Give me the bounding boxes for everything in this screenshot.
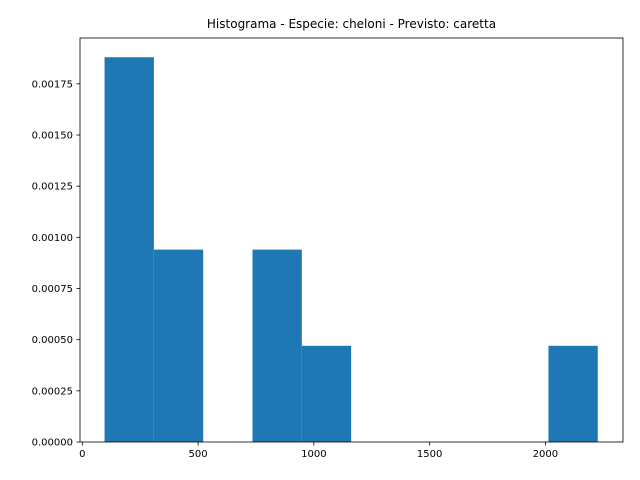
y-tick-label: 0.00150	[32, 131, 73, 142]
y-tick-label: 0.00100	[32, 233, 73, 244]
chart-title: Histograma - Especie: cheloni - Previsto…	[207, 17, 496, 31]
x-tick-label: 1500	[417, 449, 442, 460]
y-tick-label: 0.00175	[32, 79, 73, 90]
histogram-bar-1	[153, 249, 204, 442]
bars-group	[104, 57, 598, 442]
y-axis-ticks: 0.00000 0.00025 0.00050 0.00075 0.00100 0.001…	[32, 79, 80, 449]
x-tick-label: 2000	[533, 449, 558, 460]
histogram-bar-3	[252, 249, 302, 442]
histogram-bar-4	[301, 345, 352, 442]
x-tick-label: 0	[79, 449, 85, 460]
axes-group	[79, 37, 624, 443]
x-tick-label: 500	[189, 449, 208, 460]
histogram-bar-9	[548, 345, 598, 442]
y-tick-label: 0.00050	[32, 335, 73, 346]
x-axis-ticks: 0 500 1000 1500 2000	[79, 442, 558, 460]
x-tick-label: 1000	[301, 449, 326, 460]
y-tick-label: 0.00000	[32, 438, 73, 449]
histogram-bar-0	[104, 57, 154, 442]
y-tick-label: 0.00025	[32, 386, 73, 397]
y-tick-label: 0.00125	[32, 182, 73, 193]
plot-frame	[79, 37, 624, 443]
y-tick-label: 0.00075	[32, 284, 73, 295]
